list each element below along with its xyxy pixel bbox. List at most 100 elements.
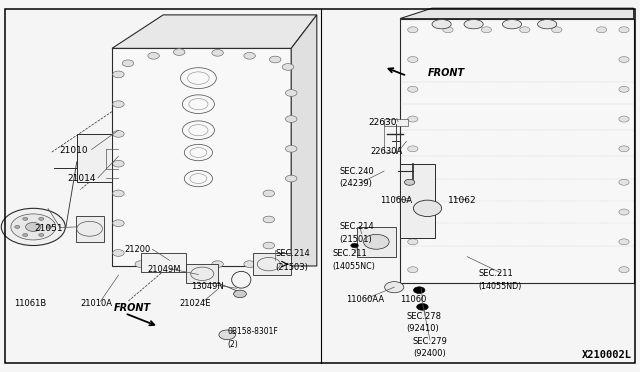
- Text: 21024E: 21024E: [179, 299, 211, 308]
- Circle shape: [234, 290, 246, 298]
- Circle shape: [113, 250, 124, 256]
- Circle shape: [15, 225, 20, 228]
- Text: SEC.214: SEC.214: [339, 222, 374, 231]
- Polygon shape: [253, 253, 291, 275]
- Text: 11060AA: 11060AA: [346, 295, 384, 304]
- Circle shape: [113, 131, 124, 137]
- Text: 21010A: 21010A: [80, 299, 112, 308]
- Circle shape: [408, 209, 418, 215]
- Circle shape: [285, 175, 297, 182]
- Circle shape: [413, 200, 442, 217]
- Circle shape: [408, 116, 418, 122]
- Text: 11061B: 11061B: [14, 299, 46, 308]
- Text: SEC.211: SEC.211: [333, 249, 367, 258]
- Circle shape: [619, 209, 629, 215]
- Circle shape: [282, 64, 294, 70]
- Circle shape: [619, 86, 629, 92]
- Circle shape: [135, 261, 147, 267]
- Text: (14055ND): (14055ND): [479, 282, 522, 291]
- Circle shape: [263, 242, 275, 249]
- Circle shape: [408, 267, 418, 273]
- Polygon shape: [400, 164, 435, 238]
- Ellipse shape: [538, 19, 557, 29]
- Circle shape: [285, 116, 297, 122]
- Circle shape: [263, 216, 275, 223]
- Circle shape: [443, 27, 453, 33]
- Ellipse shape: [432, 19, 451, 29]
- Text: (92410): (92410): [406, 324, 439, 333]
- Polygon shape: [112, 15, 317, 48]
- Circle shape: [212, 261, 223, 267]
- Circle shape: [122, 60, 134, 67]
- Text: SEC.278: SEC.278: [406, 312, 442, 321]
- Polygon shape: [112, 48, 291, 266]
- Ellipse shape: [502, 19, 522, 29]
- Circle shape: [244, 52, 255, 59]
- Circle shape: [619, 239, 629, 245]
- Text: (21501): (21501): [339, 235, 372, 244]
- Circle shape: [148, 52, 159, 59]
- Circle shape: [364, 234, 389, 249]
- Circle shape: [212, 49, 223, 56]
- Polygon shape: [400, 19, 634, 283]
- Circle shape: [619, 27, 629, 33]
- Circle shape: [596, 27, 607, 33]
- Circle shape: [408, 86, 418, 92]
- Circle shape: [113, 190, 124, 197]
- Text: X210002L: X210002L: [582, 350, 632, 360]
- Circle shape: [351, 243, 358, 248]
- Circle shape: [173, 261, 185, 267]
- Polygon shape: [76, 216, 104, 242]
- Polygon shape: [384, 119, 408, 126]
- Text: 21049M: 21049M: [147, 265, 180, 274]
- Circle shape: [417, 304, 428, 310]
- Circle shape: [23, 217, 28, 220]
- Polygon shape: [141, 253, 186, 272]
- Circle shape: [269, 56, 281, 63]
- Text: (24239): (24239): [339, 179, 372, 188]
- Text: FRONT: FRONT: [428, 68, 465, 78]
- Text: 21014: 21014: [67, 174, 96, 183]
- Text: (14055NC): (14055NC): [333, 262, 376, 271]
- Circle shape: [244, 261, 255, 267]
- Circle shape: [385, 282, 404, 293]
- Text: SEC.279: SEC.279: [413, 337, 447, 346]
- Circle shape: [113, 71, 124, 78]
- Polygon shape: [357, 227, 396, 257]
- Polygon shape: [291, 15, 317, 266]
- Circle shape: [173, 49, 185, 55]
- Polygon shape: [186, 264, 218, 283]
- Circle shape: [552, 27, 562, 33]
- Text: 21051: 21051: [34, 224, 63, 233]
- Text: SEC.211: SEC.211: [479, 269, 513, 278]
- Text: FRONT: FRONT: [114, 303, 151, 313]
- Circle shape: [413, 287, 425, 294]
- Text: 11060: 11060: [400, 295, 426, 304]
- Text: 21010: 21010: [59, 146, 88, 155]
- Text: (21503): (21503): [275, 263, 308, 272]
- Text: 0B158-8301F: 0B158-8301F: [228, 327, 278, 336]
- Circle shape: [619, 146, 629, 152]
- Circle shape: [113, 160, 124, 167]
- Text: 13049N: 13049N: [191, 282, 223, 291]
- Circle shape: [619, 267, 629, 273]
- Circle shape: [619, 179, 629, 185]
- Circle shape: [38, 234, 44, 237]
- Text: 11060A: 11060A: [380, 196, 412, 205]
- Circle shape: [263, 190, 275, 197]
- Circle shape: [408, 179, 418, 185]
- Text: SEC.214: SEC.214: [275, 249, 310, 258]
- Circle shape: [619, 116, 629, 122]
- Text: 22630A: 22630A: [370, 147, 402, 156]
- Circle shape: [22, 234, 28, 237]
- Circle shape: [1, 208, 65, 246]
- Circle shape: [404, 179, 415, 185]
- Circle shape: [408, 27, 418, 33]
- Text: 11062: 11062: [448, 196, 477, 205]
- Circle shape: [285, 145, 297, 152]
- Text: 22630: 22630: [368, 118, 397, 127]
- Text: 21200: 21200: [125, 245, 151, 254]
- Circle shape: [26, 222, 41, 231]
- Circle shape: [219, 330, 236, 340]
- Circle shape: [47, 225, 52, 228]
